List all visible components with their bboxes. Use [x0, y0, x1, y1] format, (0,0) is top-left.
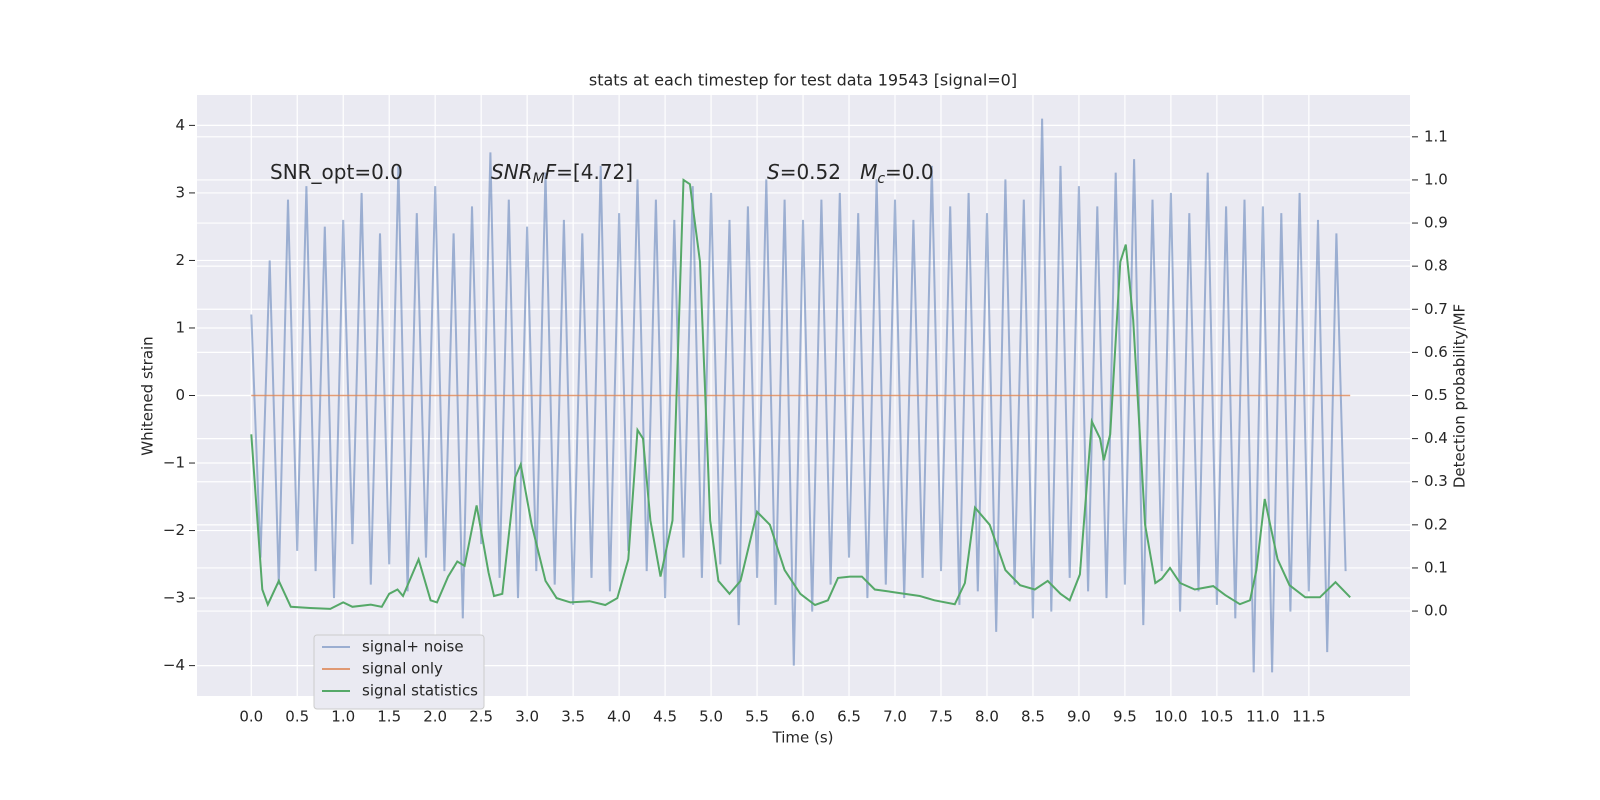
annotation: SNRMF=[4.72]: [491, 160, 633, 188]
annotation: SNR_opt=0.0: [270, 160, 403, 184]
y2-tick-label: 1.0: [1424, 170, 1448, 188]
y-tick-label: −4: [163, 656, 185, 674]
x-axis-label: Time (s): [772, 729, 834, 747]
x-tick-label: 0.5: [285, 708, 309, 726]
x-tick-label: 2.0: [423, 708, 447, 726]
x-tick-label: 10.0: [1154, 708, 1187, 726]
x-tick-label: 6.5: [837, 708, 861, 726]
annotation-part: c: [877, 171, 885, 187]
chart-title: stats at each timestep for test data 195…: [589, 71, 1017, 90]
y-tick-label: −1: [163, 454, 185, 472]
labels: 0.0 0.5 1.0 1.5 2.0 2.5 3.0 3.5 4.0 4.5 5.0 5.5 6.0 6…: [163, 116, 1448, 726]
x-tick-label: 3.5: [561, 708, 585, 726]
x-tick-label: 11.5: [1292, 708, 1325, 726]
x-tick-label: 1.0: [331, 708, 355, 726]
x-tick-label: 9.0: [1067, 708, 1091, 726]
y2-tick-label: 0.6: [1424, 343, 1448, 361]
x-tick-label: 9.5: [1113, 708, 1137, 726]
y2-tick-label: 0.3: [1424, 472, 1448, 490]
legend-label: signal+ noise: [362, 638, 464, 656]
x-tick-label: 2.5: [469, 708, 493, 726]
x-tick-label: 7.0: [883, 708, 907, 726]
annotation: S=0.52 Mc=0.0: [767, 160, 934, 188]
y2-tick-label: 0.9: [1424, 214, 1448, 232]
annotation-part: =[4.72]: [556, 160, 633, 184]
y2-tick-label: 0.5: [1424, 386, 1448, 404]
annotation-part: S: [767, 160, 780, 184]
legend-box: [313, 634, 485, 710]
x-tick-label: 5.5: [745, 708, 769, 726]
x-tick-label: 8.5: [1021, 708, 1045, 726]
series-line: [250, 118, 1347, 673]
y-tick-label: 3: [175, 183, 185, 201]
x-tick-label: 11.0: [1246, 708, 1279, 726]
y2-tick-label: 0.7: [1424, 300, 1448, 318]
y2-tick-label: 0.4: [1424, 429, 1448, 447]
annotation-part: F: [545, 160, 557, 184]
annotation-part: M: [533, 171, 545, 187]
y-tick-label: 2: [175, 251, 185, 269]
x-tick-label: 8.0: [975, 708, 999, 726]
y-tick-label: −2: [163, 521, 185, 539]
x-tick-label: 4.5: [653, 708, 677, 726]
annotation-part: SNR_opt=0.0: [270, 160, 403, 184]
x-tick-label: 10.5: [1200, 708, 1233, 726]
y2-tick-label: 0.0: [1424, 602, 1448, 620]
y2-tick-label: 0.2: [1424, 515, 1448, 533]
y2-tick-label: 0.1: [1424, 558, 1448, 576]
legend-label: signal only: [362, 660, 443, 678]
x-tick-label: 5.0: [699, 708, 723, 726]
series-line: [250, 178, 1351, 610]
y2-tick-label: 0.8: [1424, 257, 1448, 275]
x-tick-label: 0.0: [239, 708, 263, 726]
x-tick-label: 7.5: [929, 708, 953, 726]
y-tick-label: 0: [175, 386, 185, 404]
y-tick-label: 4: [175, 116, 185, 134]
annotation-part: SNR: [491, 160, 533, 184]
marks: [250, 118, 1351, 673]
y2-tick-label: 1.1: [1424, 127, 1448, 145]
y-tick-label: −3: [163, 589, 185, 607]
y-tick-label: 1: [175, 318, 185, 336]
annotation-part: =0.0: [885, 160, 934, 184]
annotation-part: M: [860, 160, 877, 184]
x-tick-label: 1.5: [377, 708, 401, 726]
legend-label: signal statistics: [362, 682, 478, 700]
y2-axis-label: Detection probability/MF: [1451, 304, 1469, 488]
x-tick-label: 3.0: [515, 708, 539, 726]
y-axis-label: Whitened strain: [139, 336, 157, 455]
annotation-part: =0.52: [780, 160, 860, 184]
x-tick-label: 4.0: [607, 708, 631, 726]
x-tick-label: 6.0: [791, 708, 815, 726]
